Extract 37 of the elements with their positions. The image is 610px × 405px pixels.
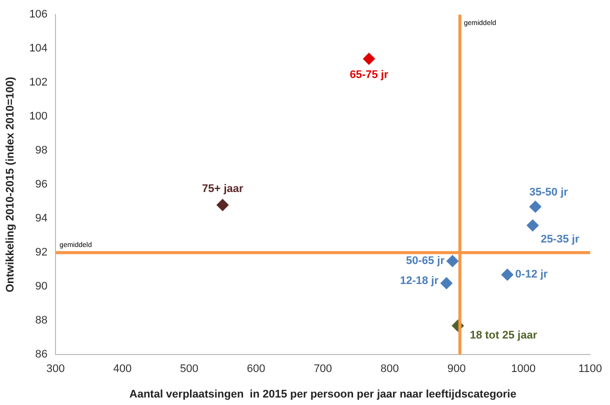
point [440, 277, 452, 290]
y-tick-label: 86 [35, 348, 48, 361]
y-tick-label: 90 [35, 280, 48, 293]
point [529, 200, 542, 213]
series-label: 75+ jaar [202, 183, 244, 196]
point [501, 268, 514, 281]
x-tick-label: 1000 [511, 363, 536, 376]
series-label: 25-35 jr [540, 233, 580, 246]
y-tick-label: 92 [35, 246, 48, 259]
y-tick-label: 96 [35, 178, 48, 191]
series-label: 50-65 jr [406, 255, 446, 268]
point [446, 255, 459, 268]
series-label: 12-18 jr [400, 275, 440, 288]
point [362, 52, 375, 65]
x-axis-title: Aantal verplaatsingen in 2015 per persoon per jaar naar leeftijdscategorie [129, 388, 516, 400]
y-axis-title: Ontwikkeling 2010-2015 (index 2010=100) [4, 76, 17, 292]
series-label: 65-75 jr [350, 68, 389, 81]
x-tick-label: 700 [314, 363, 332, 376]
point [526, 219, 539, 232]
x-tick-label: 400 [113, 363, 132, 376]
y-tick-label: 102 [29, 76, 48, 89]
y-tick-label: 98 [35, 144, 48, 157]
series-label: 0-12 jr [515, 268, 548, 281]
x-tick-label: 600 [246, 363, 266, 376]
y-tick-label: 106 [29, 8, 48, 21]
x-tick-label: 800 [380, 363, 399, 376]
point [216, 199, 229, 211]
x-tick-label: 500 [180, 363, 198, 376]
y-tick-label: 100 [29, 110, 48, 123]
x-tick-label: 300 [46, 363, 65, 376]
x-tick-label: 900 [447, 363, 466, 376]
x-tick-label: 1100 [578, 363, 602, 376]
y-tick-label: 94 [35, 212, 48, 225]
y-tick-label: 88 [35, 314, 48, 327]
y-tick-label: 104 [29, 42, 48, 55]
series-label: 35-50 jr [529, 186, 569, 199]
series-label: 18 tot 25 jaar [470, 330, 538, 342]
